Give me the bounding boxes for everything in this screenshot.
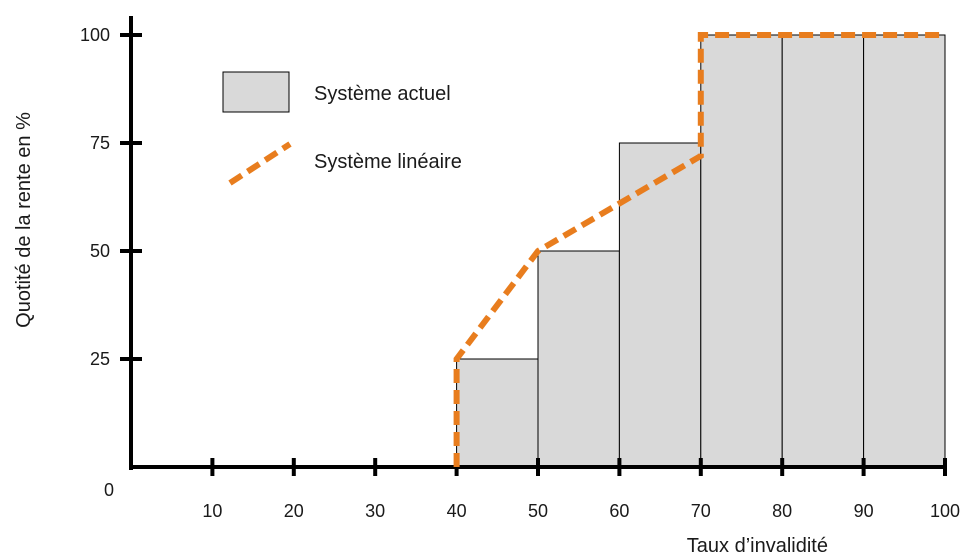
bar-60-70 <box>618 142 702 468</box>
y-tick-label-75: 75 <box>90 133 110 153</box>
x-tick-label-100: 100 <box>930 501 960 521</box>
x-tick-label-80: 80 <box>772 501 792 521</box>
x-tick-label-20: 20 <box>284 501 304 521</box>
legend-label-systeme-actuel: Système actuel <box>314 83 451 105</box>
labels-layer: 0 10 20 30 40 50 60 70 80 90 100 25 50 75 100 <box>80 25 960 521</box>
y-tick-label-100: 100 <box>80 25 110 45</box>
x-tick-label-0: 0 <box>104 480 114 500</box>
x-axis-title: Taux d’invalidité <box>687 535 828 557</box>
legend-label-systeme-lineaire: Système linéaire <box>314 151 462 173</box>
y-tick-label-25: 25 <box>90 349 110 369</box>
x-tick-label-90: 90 <box>854 501 874 521</box>
x-tick-label-50: 50 <box>528 501 548 521</box>
bar-70-80 <box>700 34 783 468</box>
legend-swatch-systeme-actuel <box>222 71 290 113</box>
bar-50-60 <box>537 250 620 468</box>
y-axis-title: Quotité de la rente en % <box>13 112 35 328</box>
series-line-systeme-lineaire <box>453 32 945 467</box>
bar-80-90 <box>781 34 865 468</box>
legend-swatch-systeme-lineaire <box>228 141 292 186</box>
x-tick-label-70: 70 <box>691 501 711 521</box>
bars-layer <box>456 34 946 468</box>
x-tick-label-30: 30 <box>365 501 385 521</box>
bar-40-50 <box>456 358 539 468</box>
x-tick-label-10: 10 <box>202 501 222 521</box>
bar-90-100 <box>863 34 946 468</box>
axes-layer <box>120 16 947 476</box>
y-tick-label-50: 50 <box>90 241 110 261</box>
legend: Système actuel Système linéaire <box>222 71 462 186</box>
x-tick-label-60: 60 <box>609 501 629 521</box>
line-layer <box>453 32 945 467</box>
x-tick-label-40: 40 <box>447 501 467 521</box>
